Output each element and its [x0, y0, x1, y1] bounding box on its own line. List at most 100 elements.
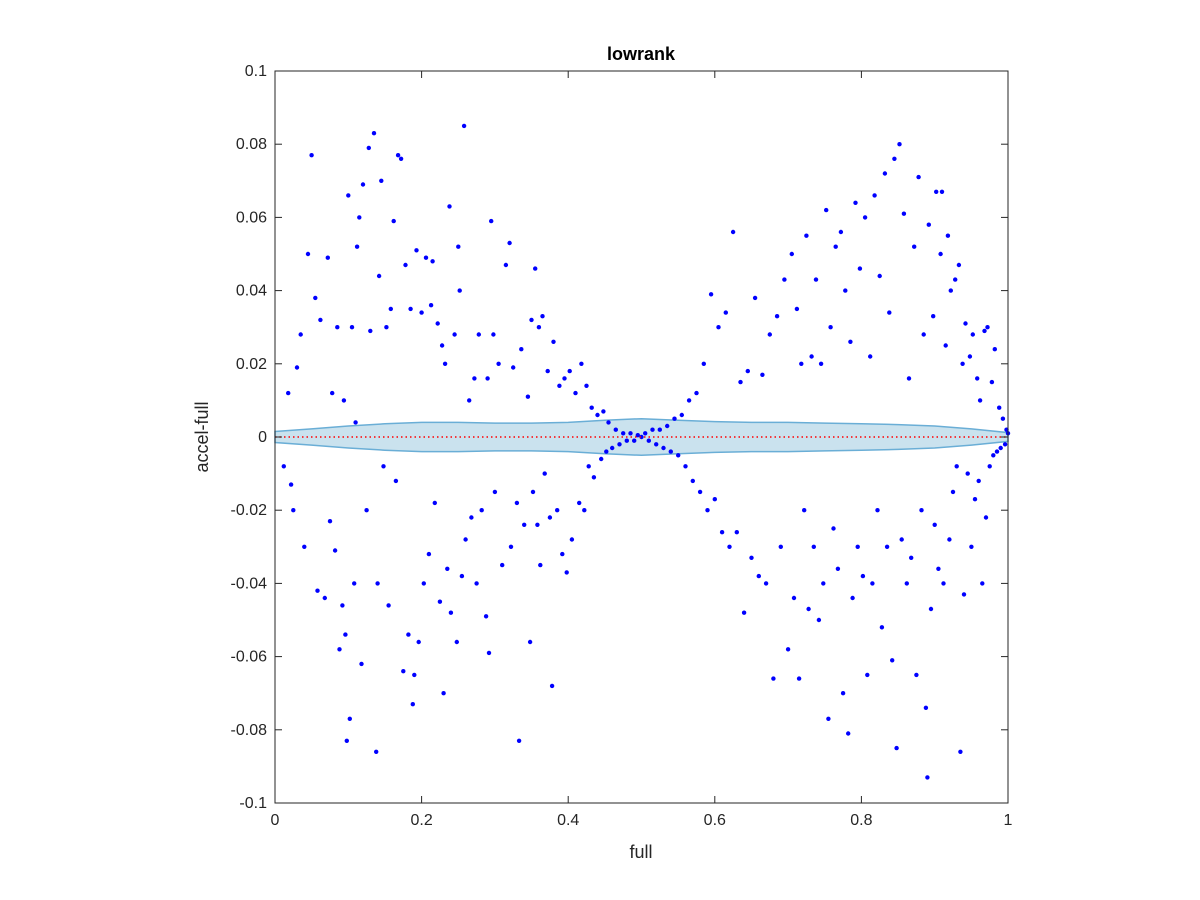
- data-point: [555, 508, 560, 513]
- data-point: [727, 544, 732, 549]
- data-point: [833, 244, 838, 249]
- data-point: [877, 273, 882, 279]
- data-point: [395, 153, 401, 158]
- data-point: [994, 449, 1000, 454]
- data-point: [491, 332, 496, 337]
- data-point: [589, 405, 594, 410]
- data-point: [697, 489, 703, 495]
- y-tick-label: 0.06: [236, 209, 267, 226]
- data-point: [730, 229, 736, 235]
- chart-title: lowrank: [607, 44, 676, 64]
- data-point: [782, 277, 787, 282]
- data-point: [393, 478, 399, 484]
- x-tick-label: 0.8: [850, 812, 872, 829]
- y-tick-label: 0: [258, 429, 267, 446]
- data-point: [551, 339, 556, 344]
- data-point: [403, 262, 408, 268]
- data-point: [686, 398, 692, 403]
- data-point: [476, 332, 481, 337]
- data-point: [540, 314, 545, 319]
- data-point: [708, 292, 714, 297]
- data-point: [741, 610, 747, 615]
- x-tick-label: 0: [271, 812, 280, 829]
- y-tick-label: 0.08: [236, 136, 267, 153]
- data-point: [547, 515, 553, 520]
- data-point: [388, 306, 393, 312]
- data-point: [961, 592, 967, 597]
- data-point: [366, 145, 371, 151]
- data-point: [599, 456, 604, 462]
- data-point: [997, 405, 1002, 410]
- data-point: [538, 562, 543, 568]
- data-point: [657, 427, 662, 432]
- data-point: [412, 672, 417, 678]
- data-point: [668, 449, 673, 454]
- data-point: [360, 182, 366, 187]
- data-point: [848, 339, 853, 344]
- data-point: [862, 215, 868, 220]
- data-point: [569, 537, 575, 542]
- data-point: [632, 438, 637, 443]
- data-point: [448, 610, 454, 615]
- data-point: [447, 204, 452, 209]
- data-point: [463, 537, 468, 542]
- data-point: [890, 658, 895, 663]
- data-point: [912, 244, 917, 249]
- x-ticks: 0 0.2 0.4 0.6 0.8 1: [271, 71, 1013, 829]
- data-point: [586, 464, 591, 469]
- x-tick-label: 0.6: [704, 812, 726, 829]
- data-point: [564, 570, 569, 575]
- data-point: [969, 544, 974, 549]
- data-point: [931, 314, 936, 319]
- data-point: [613, 427, 618, 432]
- data-point: [349, 325, 355, 330]
- data-point: [904, 581, 909, 586]
- data-point: [987, 464, 992, 469]
- data-point: [483, 614, 489, 619]
- data-point: [945, 233, 951, 238]
- data-point: [315, 588, 320, 593]
- data-point: [421, 581, 426, 586]
- data-point: [860, 573, 866, 579]
- data-point: [901, 211, 907, 216]
- data-point: [950, 489, 956, 495]
- data-point: [879, 625, 885, 630]
- data-point: [683, 464, 688, 469]
- data-point: [826, 716, 831, 721]
- data-point: [870, 581, 875, 586]
- data-point: [813, 277, 819, 282]
- data-point: [843, 288, 848, 293]
- data-point: [457, 288, 462, 293]
- data-point: [831, 526, 836, 531]
- data-point: [337, 647, 342, 652]
- data-point: [991, 453, 996, 458]
- data-point: [745, 368, 750, 374]
- data-point: [519, 347, 524, 352]
- data-point: [975, 376, 980, 381]
- data-point: [467, 398, 472, 403]
- data-point: [972, 497, 978, 502]
- y-tick-label: -0.06: [231, 649, 268, 666]
- x-tick-label: 1: [1004, 812, 1013, 829]
- data-point: [1000, 416, 1006, 421]
- data-point: [496, 361, 501, 366]
- data-point: [542, 471, 547, 476]
- data-point: [579, 361, 584, 366]
- data-point: [752, 295, 758, 301]
- data-point: [567, 368, 572, 374]
- data-point: [461, 123, 467, 129]
- data-point: [982, 328, 987, 334]
- data-point: [970, 332, 975, 337]
- data-point: [281, 464, 286, 469]
- data-point: [958, 749, 963, 754]
- data-point: [665, 423, 670, 429]
- data-point: [749, 555, 754, 560]
- data-point: [341, 398, 347, 403]
- data-point: [835, 566, 841, 571]
- data-point: [894, 745, 899, 751]
- data-point: [774, 314, 780, 319]
- data-point: [584, 383, 589, 388]
- data-point: [469, 515, 474, 520]
- data-point: [437, 599, 443, 604]
